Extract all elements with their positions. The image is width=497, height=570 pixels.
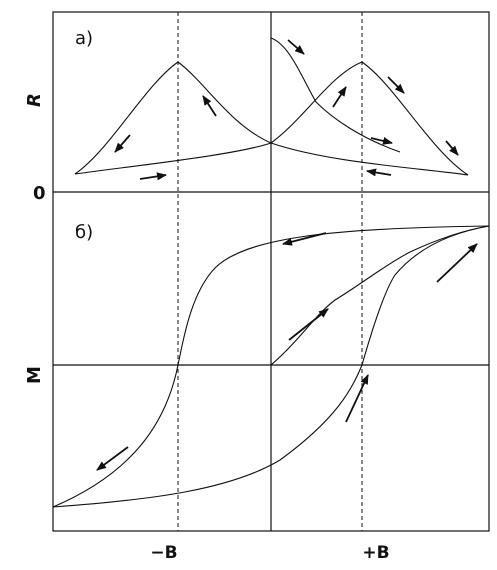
m-initial-curve — [270, 225, 490, 366]
arrow — [387, 76, 405, 94]
panel-label-a: a) — [75, 28, 93, 49]
r-initial-curve — [270, 37, 401, 153]
arrow — [288, 308, 329, 341]
r-peak-neg-curve — [74, 61, 469, 176]
arrow — [287, 39, 305, 55]
arrow — [202, 95, 217, 117]
arrow — [114, 134, 131, 153]
neg-b-tick-label: −B — [150, 543, 177, 563]
r-axis-label: R — [24, 93, 45, 107]
arrow — [332, 86, 347, 108]
origin-label: 0 — [33, 183, 46, 204]
panel-label-b: б) — [75, 222, 93, 243]
m-axis-label: M — [24, 366, 45, 384]
arrow — [139, 172, 167, 181]
r-peak-pos-curve — [74, 61, 469, 176]
arrow — [345, 374, 369, 423]
pos-b-tick-label: +B — [362, 543, 389, 563]
arrow — [282, 232, 327, 246]
arrow — [445, 140, 459, 156]
m-lower-branch — [52, 225, 490, 508]
arrow — [366, 168, 392, 177]
arrow — [96, 446, 129, 471]
arrow — [436, 243, 478, 283]
arrow — [370, 137, 393, 145]
